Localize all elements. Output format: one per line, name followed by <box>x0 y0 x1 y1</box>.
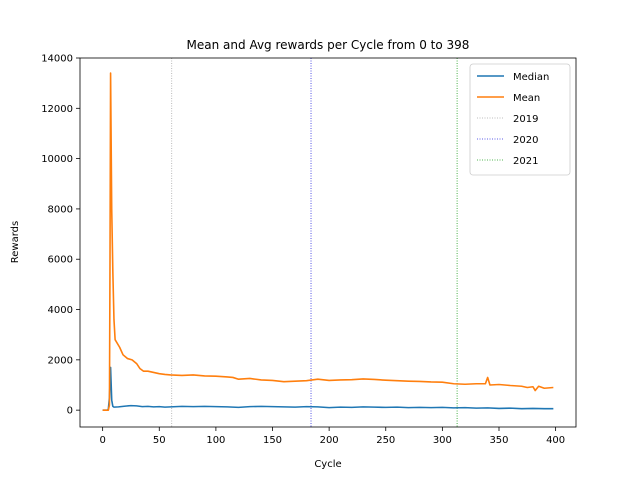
y-axis: 0 2000 4000 6000 8000 10000 12000 14000 <box>41 54 80 417</box>
y-tick-label: 6000 <box>48 255 73 266</box>
x-tick-label: 0 <box>99 435 105 446</box>
legend-label-median: Median <box>513 72 549 83</box>
plot-area <box>102 58 554 427</box>
plot-frame <box>79 57 577 428</box>
y-tick-label: 4000 <box>48 305 73 316</box>
x-tick-label: 100 <box>206 435 225 446</box>
y-tick-label: 14000 <box>41 54 73 65</box>
x-tick-label: 350 <box>489 435 508 446</box>
x-axis-label: Cycle <box>314 459 341 470</box>
legend-label-2020: 2020 <box>513 135 538 146</box>
legend-label-2019: 2019 <box>513 114 538 125</box>
x-tick-label: 250 <box>376 435 395 446</box>
y-tick-label: 2000 <box>48 355 73 366</box>
chart-title: Mean and Avg rewards per Cycle from 0 to… <box>187 38 470 52</box>
y-tick-label: 8000 <box>48 204 73 215</box>
y-tick-label: 10000 <box>41 154 73 165</box>
legend-label-mean: Mean <box>513 93 540 104</box>
legend: Median Mean 2019 2020 2021 <box>469 63 571 176</box>
x-tick-label: 400 <box>546 435 565 446</box>
x-tick-label: 50 <box>153 435 166 446</box>
y-tick-label: 12000 <box>41 104 73 115</box>
legend-box <box>469 63 571 176</box>
x-tick-label: 150 <box>263 435 282 446</box>
y-tick-label: 0 <box>67 406 73 417</box>
legend-label-2021: 2021 <box>513 156 538 167</box>
x-tick-label: 300 <box>433 435 452 446</box>
series-line-mean <box>102 72 554 411</box>
x-tick-label: 200 <box>320 435 339 446</box>
y-axis-label: Rewards <box>10 221 21 263</box>
series-line-median <box>102 366 554 411</box>
x-axis: 0 50 100 150 200 250 300 350 400 <box>99 427 565 446</box>
